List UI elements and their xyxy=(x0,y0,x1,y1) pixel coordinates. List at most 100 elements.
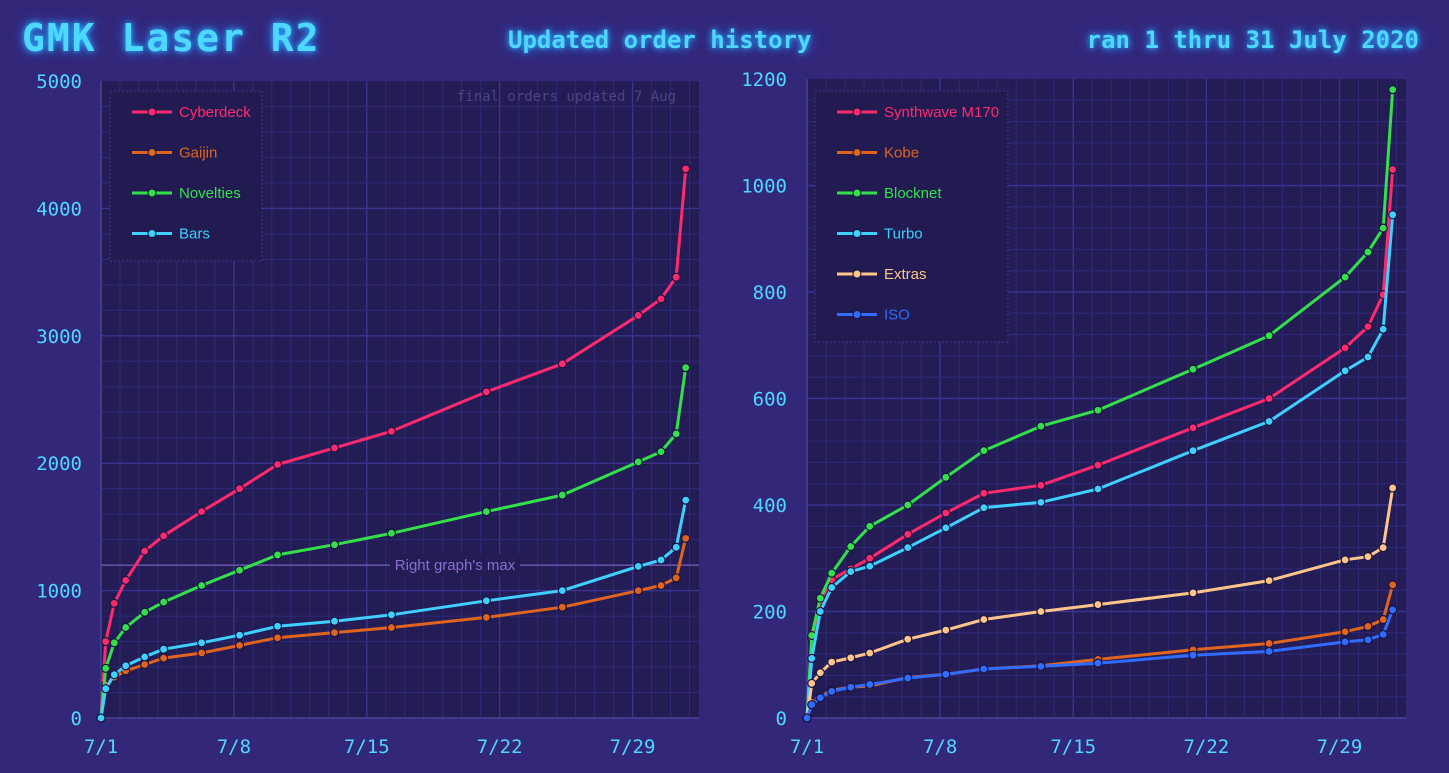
legend-label-turbo: Turbo xyxy=(884,226,923,243)
y-tick-label: 1200 xyxy=(741,69,787,91)
data-point xyxy=(1036,480,1046,490)
data-point xyxy=(329,540,340,550)
data-point xyxy=(101,636,111,647)
data-point xyxy=(1188,650,1198,660)
data-point xyxy=(865,561,875,571)
data-point xyxy=(197,638,207,648)
data-point xyxy=(979,614,989,625)
y-tick-label: 400 xyxy=(753,495,787,517)
data-point xyxy=(979,446,989,456)
data-point xyxy=(1264,331,1274,341)
data-point xyxy=(272,621,283,631)
data-point xyxy=(846,566,856,577)
data-point xyxy=(557,359,567,369)
y-tick-label: 1000 xyxy=(741,176,787,198)
data-point xyxy=(1188,446,1198,456)
data-point xyxy=(846,541,856,552)
data-point xyxy=(1264,416,1274,426)
data-point xyxy=(159,653,169,663)
data-point xyxy=(633,310,643,321)
data-point xyxy=(903,529,913,539)
y-tick-label: 800 xyxy=(753,282,787,304)
data-point xyxy=(1378,542,1388,553)
x-tick-label: 7/29 xyxy=(1317,736,1363,758)
data-point xyxy=(656,447,666,457)
data-point xyxy=(1388,580,1398,590)
data-point xyxy=(481,612,491,622)
legend-label-cyberdeck: Cyberdeck xyxy=(179,104,251,121)
data-point xyxy=(109,670,119,680)
data-point xyxy=(681,495,691,505)
data-point xyxy=(865,679,875,690)
y-tick-label: 3000 xyxy=(36,326,82,348)
legend-label-iso: ISO xyxy=(884,307,910,324)
data-point xyxy=(234,640,245,650)
data-point xyxy=(903,542,913,553)
data-point xyxy=(329,616,340,626)
data-point xyxy=(481,596,491,606)
left-legend: Cyberdeck Gaijin Novelties Bars xyxy=(109,90,263,262)
data-point xyxy=(1340,343,1350,353)
series-iso xyxy=(802,605,1398,723)
series-bars xyxy=(96,495,691,723)
page-title: GMK Laser R2 xyxy=(22,16,321,60)
y-tick-label: 1000 xyxy=(36,581,82,603)
data-point xyxy=(386,528,397,538)
data-point xyxy=(386,610,397,620)
data-point xyxy=(101,663,111,673)
data-point xyxy=(671,542,681,552)
data-point xyxy=(159,597,169,607)
data-point xyxy=(159,531,169,541)
data-point xyxy=(827,582,837,593)
legend-label-blocknet: Blocknet xyxy=(884,185,942,202)
data-point xyxy=(633,561,643,571)
data-point xyxy=(1388,164,1398,175)
y-tick-label: 5000 xyxy=(36,71,82,93)
legend-marker xyxy=(852,229,862,238)
data-point xyxy=(815,606,825,617)
page-subtitle: Updated order history xyxy=(508,26,812,54)
data-point xyxy=(234,565,245,575)
data-point xyxy=(681,533,691,543)
data-point xyxy=(121,622,131,633)
right-legend: Synthwave M170 Kobe Blocknet Turbo Extras ISO xyxy=(814,90,1009,343)
data-point xyxy=(1188,364,1198,374)
data-point xyxy=(101,684,111,694)
data-point xyxy=(1363,635,1373,645)
data-point xyxy=(1264,393,1274,404)
x-tick-label: 7/1 xyxy=(84,736,118,758)
data-point xyxy=(1340,366,1350,376)
data-point xyxy=(1388,210,1398,220)
data-point xyxy=(1378,324,1388,334)
legend-label-bars: Bars xyxy=(179,226,210,243)
legend-label-synthwave-m170: Synthwave M170 xyxy=(884,104,999,121)
data-point xyxy=(1363,247,1373,257)
date-range: ran 1 thru 31 July 2020 xyxy=(1086,26,1419,54)
orders-note: final orders updated 7 Aug xyxy=(457,89,676,105)
data-point xyxy=(656,294,666,304)
data-point xyxy=(1363,552,1373,562)
data-point xyxy=(807,700,817,710)
data-point xyxy=(1264,646,1274,657)
data-point xyxy=(827,657,837,667)
data-point xyxy=(815,668,825,678)
data-point xyxy=(903,634,913,644)
data-point xyxy=(681,164,691,174)
data-point xyxy=(1264,576,1274,586)
data-point xyxy=(1388,483,1398,493)
data-point xyxy=(557,585,567,596)
data-point xyxy=(671,573,681,583)
data-point xyxy=(802,713,812,723)
data-point xyxy=(272,459,283,470)
data-point xyxy=(827,568,837,578)
data-point xyxy=(557,490,567,500)
data-point xyxy=(633,585,643,596)
y-tick-label: 0 xyxy=(71,708,82,730)
series-cyberdeck xyxy=(96,164,691,723)
data-point xyxy=(1093,599,1103,610)
data-point xyxy=(903,500,913,510)
x-tick-label: 7/8 xyxy=(217,736,251,758)
y-tick-label: 2000 xyxy=(36,453,82,475)
